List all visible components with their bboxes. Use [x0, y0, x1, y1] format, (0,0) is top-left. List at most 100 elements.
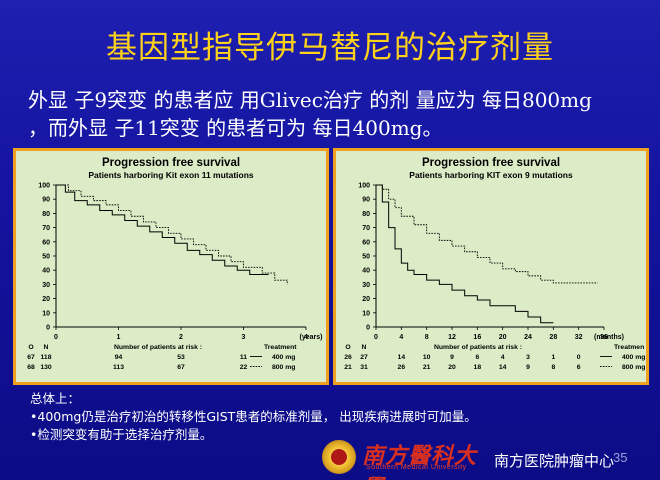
risk-count: 21 [423, 364, 431, 371]
risk-count: 14 [499, 364, 507, 371]
x-tick-label: 28 [549, 334, 557, 341]
chart-title: Progression free survival [101, 157, 241, 169]
y-tick-label: 20 [42, 296, 50, 303]
slide-title: 基因型指导伊马替尼的治疗剂量 [106, 30, 554, 66]
risk-header-treatment: Treatment [264, 344, 297, 351]
risk-count: 6 [577, 364, 581, 371]
risk-n: 130 [40, 364, 52, 371]
summary-bullet-2: •检测突变有助于选择治疗剂量。 [30, 427, 213, 442]
y-tick-label: 60 [42, 239, 50, 246]
risk-header-o: O [345, 344, 350, 351]
survival-curve-800-mg [376, 184, 598, 284]
slide-number: 35 [613, 450, 628, 465]
risk-header-n: N [44, 344, 49, 351]
risk-treatment: 400 mg [272, 354, 295, 361]
university-seal-icon [322, 440, 356, 474]
risk-count: 9 [450, 354, 454, 361]
risk-header-n: N [362, 344, 367, 351]
footer-hospital: 南方医院肿瘤中心 [494, 452, 615, 470]
risk-count: 1 [551, 354, 555, 361]
risk-count: 53 [177, 354, 185, 361]
risk-n: 27 [360, 354, 368, 361]
risk-o: 68 [27, 364, 35, 371]
y-tick-label: 90 [362, 197, 370, 204]
risk-n: 118 [41, 354, 52, 361]
y-tick-label: 70 [362, 225, 370, 232]
x-tick-label: 16 [473, 334, 481, 341]
risk-count: 26 [398, 364, 406, 371]
x-tick-label: 3 [242, 334, 246, 341]
y-tick-label: 0 [46, 325, 50, 332]
x-tick-label: 1 [117, 334, 121, 341]
summary-heading: 总体上： [30, 391, 81, 406]
y-tick-label: 90 [42, 197, 50, 204]
y-tick-label: 80 [42, 211, 50, 218]
x-axis-label: (years) [300, 334, 323, 341]
university-logo-text-en: Southern Medical University [366, 464, 467, 471]
x-tick-label: 0 [374, 334, 378, 341]
risk-o: 26 [344, 354, 352, 361]
risk-header-o: O [28, 344, 33, 351]
risk-count: 0 [577, 354, 581, 361]
risk-count: 3 [526, 354, 530, 361]
risk-o: 67 [27, 354, 35, 361]
y-tick-label: 40 [42, 268, 50, 275]
x-tick-label: 32 [575, 334, 583, 341]
risk-count: 8 [551, 364, 555, 371]
intro-line-1: 外显 子9突变 的患者应 用Glivec治疗 的剂 量应为 每日800mg [28, 88, 592, 112]
risk-count: 9 [526, 364, 530, 371]
x-tick-label: 20 [499, 334, 507, 341]
university-logo-text: 南方醫科大學 [362, 443, 478, 480]
x-tick-label: 4 [304, 334, 308, 341]
x-axis-label: (months) [594, 334, 624, 341]
survival-curve-400-mg [56, 184, 269, 275]
x-tick-label: 36 [600, 334, 608, 341]
y-tick-label: 0 [366, 325, 370, 332]
y-tick-label: 50 [42, 254, 50, 261]
intro-line-2: ，而外显 子11突变 的患者可为 每日400mg。 [28, 116, 443, 140]
summary-bullet-1: •400mg仍是治疗初治的转移性GIST患者的标准剂量， 出现疾病进展时可加量。 [30, 409, 477, 424]
y-tick-label: 60 [362, 239, 370, 246]
y-tick-label: 70 [42, 225, 50, 232]
risk-o: 21 [344, 364, 352, 371]
risk-count: 22 [240, 364, 248, 371]
risk-treatment: 800 mg [622, 364, 645, 371]
risk-count: 14 [398, 354, 406, 361]
risk-header-title: Number of patients at risk : [434, 344, 522, 351]
intro-text: 外显 子9突变 的患者应 用Glivec治疗 的剂 量应为 每日800mg ，而… [28, 86, 648, 142]
x-tick-label: 8 [425, 334, 429, 341]
risk-count: 4 [501, 354, 505, 361]
survival-curve-800-mg [56, 184, 288, 285]
risk-treatment: 800 mg [272, 364, 295, 371]
university-logo: 南方醫科大學 Southern Medical University [316, 440, 486, 480]
x-tick-label: 4 [399, 334, 403, 341]
y-tick-label: 20 [362, 296, 370, 303]
y-tick-label: 40 [362, 268, 370, 275]
risk-n: 31 [360, 364, 368, 371]
risk-count: 67 [177, 364, 185, 371]
chart-panel-exon9: Progression free survival Patients harbo… [333, 148, 649, 385]
x-tick-label: 2 [179, 334, 183, 341]
chart-subtitle: Patients harboring Kit exon 11 mutations [88, 170, 254, 180]
x-tick-label: 0 [54, 334, 58, 341]
y-tick-label: 80 [362, 211, 370, 218]
chart-subtitle: Patients harboring KIT exon 9 mutations [409, 170, 573, 180]
risk-count: 113 [113, 364, 124, 371]
y-tick-label: 10 [42, 310, 50, 317]
y-tick-label: 30 [362, 282, 370, 289]
y-tick-label: 100 [38, 183, 50, 190]
y-tick-label: 50 [362, 254, 370, 261]
chart-title: Progression free survival [421, 157, 561, 169]
risk-header-treatment: Treatmen [614, 344, 644, 351]
survival-curve-400-mg [376, 184, 554, 324]
risk-count: 10 [423, 354, 431, 361]
y-tick-label: 10 [362, 310, 370, 317]
risk-count: 6 [475, 354, 479, 361]
risk-header-title: Number of patients at risk : [114, 344, 202, 351]
pfs-chart-exon11: 0 10 20 30 40 50 60 70 80 90 100 0 1 2 3 4(years) O N Numb… [27, 183, 323, 372]
risk-treatment: 400 mg [622, 354, 645, 361]
summary-block: 总体上： •400mg仍是治疗初治的转移性GIST患者的标准剂量， 出现疾病进展… [30, 390, 590, 444]
risk-count: 18 [474, 364, 482, 371]
risk-count: 11 [240, 354, 247, 361]
